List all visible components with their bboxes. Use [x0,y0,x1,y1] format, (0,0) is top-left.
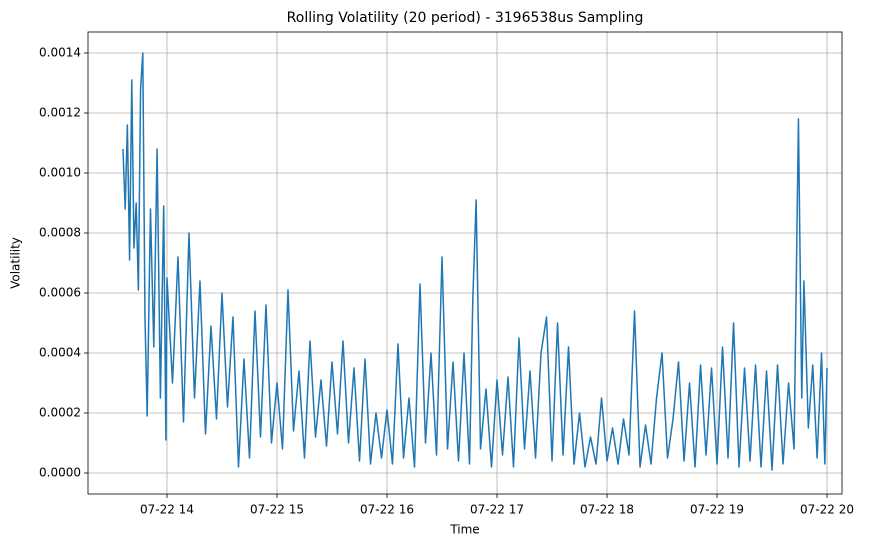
y-tick-label: 0.0014 [39,46,81,60]
y-tick-label: 0.0004 [39,346,81,360]
y-tick-label: 0.0012 [39,106,81,120]
x-tick-label: 07-22 16 [360,503,414,517]
chart-title: Rolling Volatility (20 period) - 3196538… [287,10,644,26]
y-tick-label: 0.0002 [39,406,81,420]
x-tick-label: 07-22 14 [140,503,194,517]
y-tick-label: 0.0008 [39,226,81,240]
x-tick-label: 07-22 17 [470,503,524,517]
data-line [122,52,828,471]
x-tick-label: 07-22 19 [690,503,744,517]
y-tick-label: 0.0006 [39,286,81,300]
x-tick-label: 07-22 15 [250,503,304,517]
y-tick-label: 0.0010 [39,166,81,180]
x-tick-label: 07-22 20 [800,503,854,517]
y-axis-label: Volatility [9,237,23,289]
y-tick-label: 0.0000 [39,466,81,480]
x-axis-label: Time [449,523,479,537]
x-tick-label: 07-22 18 [580,503,634,517]
plot-frame [87,31,843,495]
